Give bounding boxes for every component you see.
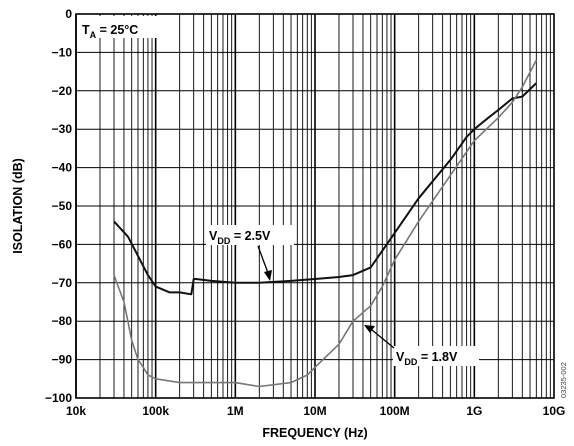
series-a-leader bbox=[257, 245, 269, 274]
series-a-label-main: V bbox=[209, 229, 218, 243]
x-tick-label: 10M bbox=[303, 404, 326, 418]
y-tick-label: 0 bbox=[65, 7, 72, 21]
series-a-label: VDD = 2.5V bbox=[209, 229, 271, 246]
y-tick-label: −40 bbox=[52, 161, 73, 175]
series-b-label-sub: DD bbox=[404, 357, 417, 367]
y-tick-label: −70 bbox=[52, 276, 73, 290]
series-vdd-1-8v-line bbox=[113, 59, 538, 388]
x-axis-title: FREQUENCY (Hz) bbox=[262, 426, 367, 440]
x-tick-label: 100k bbox=[142, 404, 169, 418]
series-b-label: VDD = 1.8V bbox=[396, 350, 458, 367]
x-tick-labels: 10k 100k 1M 10M 100M 1G 10G bbox=[66, 404, 565, 418]
y-axis-title: ISOLATION (dB) bbox=[11, 158, 25, 254]
x-tick-label: 10k bbox=[66, 404, 86, 418]
figure-id: 03235-002 bbox=[559, 362, 568, 398]
y-tick-label: −90 bbox=[52, 353, 73, 367]
series-lines bbox=[113, 59, 538, 388]
series-b-label-box bbox=[393, 346, 479, 366]
x-tick-label: 100M bbox=[380, 404, 410, 418]
series-a-arrowhead bbox=[264, 270, 272, 281]
x-tick-label: 10G bbox=[543, 404, 566, 418]
series-a-label-sub: DD bbox=[217, 236, 230, 246]
temperature-symbol: T bbox=[82, 23, 90, 37]
temperature-subscript: A bbox=[90, 30, 97, 40]
gridlines bbox=[75, 14, 554, 398]
series-a-label-rest: = 2.5V bbox=[230, 229, 271, 243]
x-tick-label: 1M bbox=[227, 404, 244, 418]
temperature-annotation: TA = 25°C bbox=[82, 23, 138, 40]
temperature-value: = 25°C bbox=[96, 23, 138, 37]
series-a-label-box bbox=[206, 225, 294, 245]
temperature-box bbox=[78, 16, 164, 38]
y-tick-label: −80 bbox=[52, 314, 73, 328]
y-tick-label: −30 bbox=[52, 122, 73, 136]
series-b-label-main: V bbox=[396, 350, 405, 364]
series-vdd-2-5v-line bbox=[113, 82, 537, 296]
series-b-arrowhead bbox=[364, 325, 375, 333]
y-tick-label: −20 bbox=[52, 84, 73, 98]
y-tick-label: −100 bbox=[45, 391, 72, 405]
y-tick-label: −50 bbox=[52, 199, 73, 213]
y-tick-labels: 0 −10 −20 −30 −40 −50 −60 −70 −80 −90 −100 bbox=[45, 7, 72, 405]
y-tick-label: −60 bbox=[52, 237, 73, 251]
x-tick-label: 1G bbox=[466, 404, 482, 418]
y-tick-label: −10 bbox=[52, 45, 73, 59]
series-b-leader bbox=[371, 329, 395, 349]
plot-frame bbox=[75, 13, 555, 399]
series-b-label-rest: = 1.8V bbox=[417, 350, 458, 364]
